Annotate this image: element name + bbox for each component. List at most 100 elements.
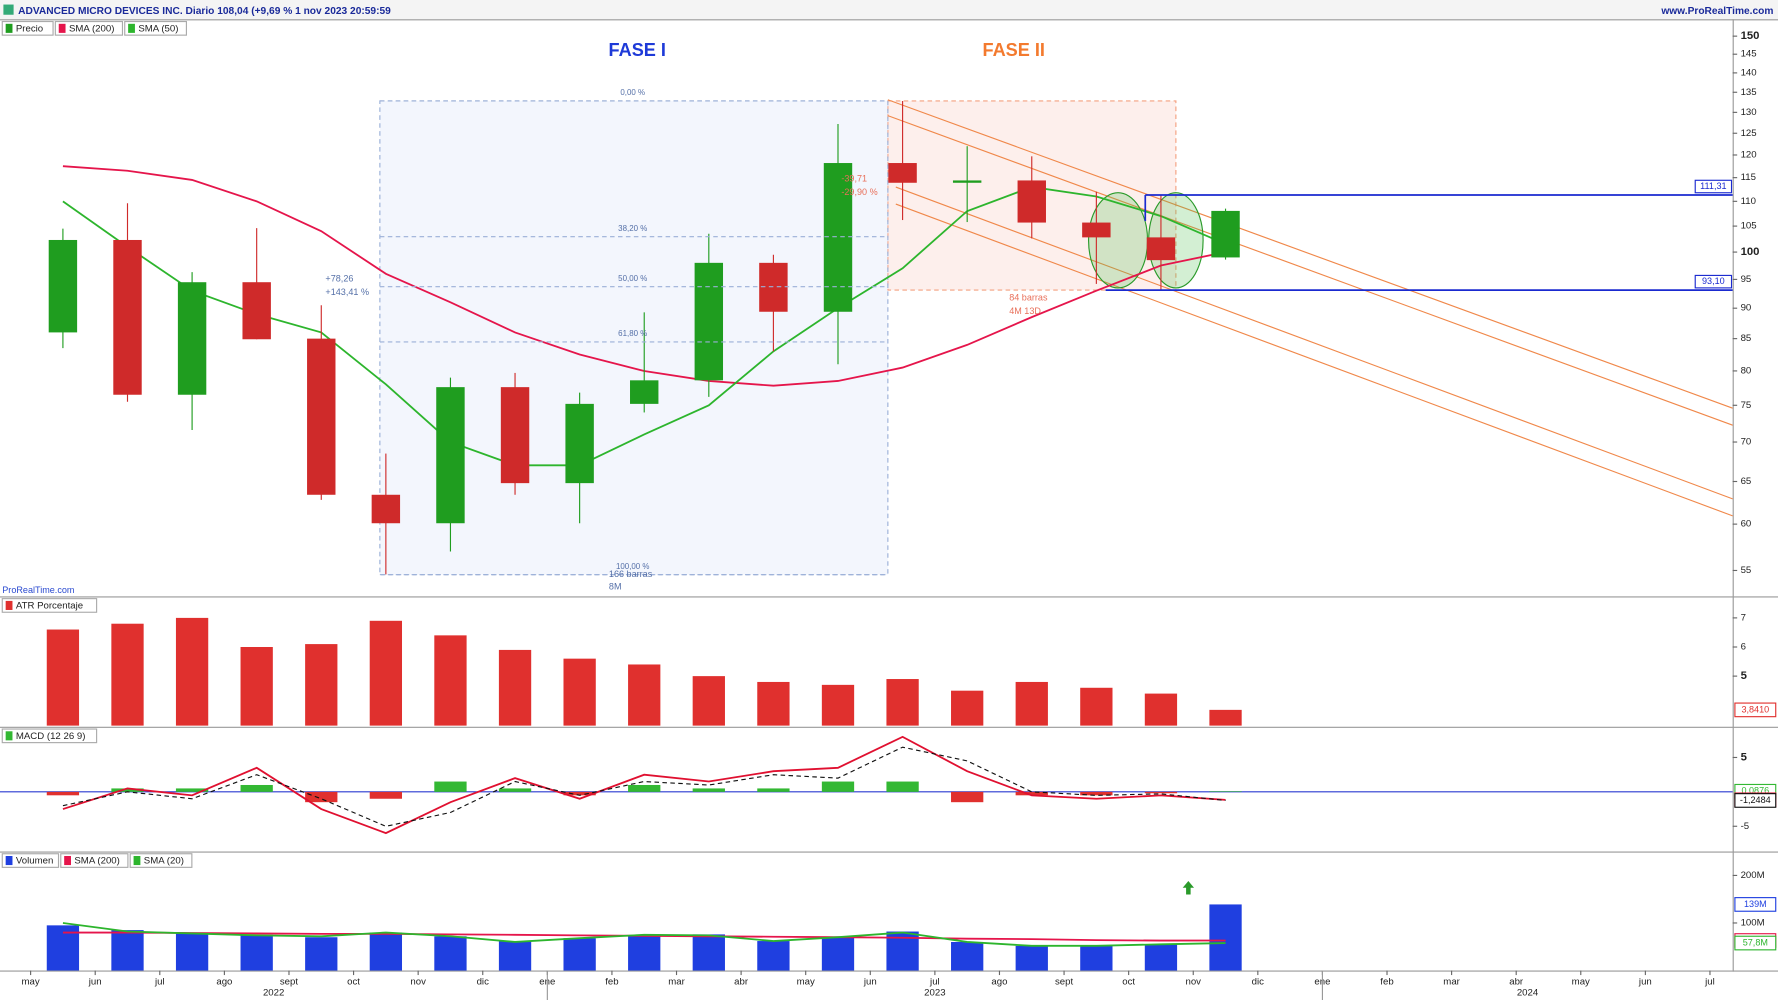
candle-body — [307, 338, 336, 495]
value-label: -1,2484 — [1740, 795, 1771, 805]
bar — [757, 941, 790, 971]
level-label: 93,10 — [1702, 276, 1725, 286]
bar — [1080, 791, 1113, 796]
value-label: 57,8M — [1743, 937, 1768, 947]
year-label: 2022 — [263, 988, 284, 999]
legend-swatch — [5, 731, 13, 741]
y-tick-label: 145 — [1741, 49, 1757, 60]
bar — [1144, 791, 1178, 794]
x-tick-label: sept — [280, 976, 299, 987]
x-tick-label: oct — [1122, 976, 1135, 987]
legend-label: SMA (20) — [144, 856, 184, 867]
y-tick-label: 60 — [1741, 519, 1752, 530]
legend-swatch — [133, 856, 141, 866]
bar — [951, 941, 984, 971]
x-tick-label: mar — [1443, 976, 1460, 987]
annotation: 166 barras — [609, 569, 653, 579]
x-tick-label: feb — [1380, 976, 1393, 987]
legend-box — [1, 598, 98, 613]
bar — [175, 932, 209, 971]
y-tick-label: 7 — [1741, 612, 1746, 623]
year-label: 2023 — [924, 988, 945, 999]
legend-swatch — [5, 600, 13, 610]
bar — [1144, 693, 1178, 726]
phase-title: FASE I — [609, 40, 666, 60]
bar — [305, 644, 338, 726]
x-tick-label: abr — [1509, 976, 1524, 987]
candle-body — [630, 380, 659, 404]
level-label: 111,31 — [1700, 181, 1726, 191]
y-tick-label: 120 — [1741, 150, 1757, 161]
annotation: 84 barras — [1009, 293, 1048, 303]
value-label: 3,8410 — [1741, 704, 1769, 714]
bar — [434, 635, 467, 726]
bar — [628, 664, 661, 726]
bar — [434, 936, 467, 971]
legend-label: Volumen — [16, 856, 53, 867]
bar — [563, 791, 596, 796]
value-label-box — [1734, 702, 1777, 718]
bar — [951, 690, 984, 726]
value-label-box — [1734, 897, 1777, 912]
legend-box — [54, 20, 124, 36]
x-tick-label: ago — [991, 976, 1007, 987]
y-tick-label: 135 — [1741, 87, 1757, 98]
candle-body — [888, 163, 917, 183]
bar — [757, 788, 790, 792]
x-tick-label: jun — [1638, 976, 1652, 987]
annotation: -39,71 — [841, 174, 867, 184]
bar — [369, 932, 403, 971]
x-tick-label: sept — [1055, 976, 1074, 987]
annotation: +143,41 % — [325, 287, 369, 297]
y-tick-label: 70 — [1741, 437, 1752, 448]
x-tick-label: jul — [1704, 976, 1715, 987]
legend-label: SMA (200) — [69, 23, 114, 34]
bar — [563, 658, 596, 726]
bar — [821, 937, 855, 971]
bar — [1209, 904, 1242, 971]
legend-box — [124, 20, 187, 36]
fib-label: 38,20 % — [618, 224, 647, 233]
x-tick-label: jul — [929, 976, 940, 987]
legend-box — [1, 20, 54, 36]
header-title: ADVANCED MICRO DEVICES INC. Diario 108,0… — [18, 6, 391, 17]
bar — [951, 791, 984, 803]
channel-line — [887, 115, 1733, 426]
candle-body — [242, 282, 271, 340]
x-tick-label: nov — [410, 976, 426, 987]
fib-label: 0,00 % — [620, 88, 645, 97]
x-tick-label: jun — [863, 976, 877, 987]
y-tick-label: -5 — [1741, 821, 1750, 832]
header-icon — [3, 4, 14, 15]
line — [62, 922, 1226, 947]
bar — [1080, 687, 1113, 726]
line — [62, 931, 1226, 942]
candle-body — [177, 282, 207, 395]
bar — [886, 781, 919, 792]
channel-line — [895, 186, 1733, 500]
x-tick-label: feb — [605, 976, 618, 987]
y-tick-label: 105 — [1741, 221, 1757, 232]
legend-box — [1, 853, 60, 868]
legend-swatch — [128, 23, 135, 33]
fib-label: 61,80 % — [618, 329, 647, 338]
x-tick-label: mar — [668, 976, 685, 987]
annotation: 4M 13D — [1009, 306, 1041, 316]
y-tick-label: 100 — [1741, 246, 1760, 258]
annotation: -29,90 % — [841, 187, 877, 197]
legend-swatch — [64, 856, 71, 866]
legend-swatch — [5, 856, 13, 866]
bar — [692, 676, 725, 726]
candle-body — [1211, 210, 1240, 258]
y-tick-label: 6 — [1741, 642, 1746, 653]
bar — [563, 938, 596, 971]
bar — [628, 784, 661, 792]
legend-swatch — [58, 23, 66, 33]
candle-body — [500, 387, 530, 484]
y-tick-label: 90 — [1741, 303, 1752, 314]
value-label-box — [1734, 793, 1777, 808]
legend-label: SMA (200) — [74, 856, 119, 867]
y-tick-label: 75 — [1741, 400, 1752, 411]
